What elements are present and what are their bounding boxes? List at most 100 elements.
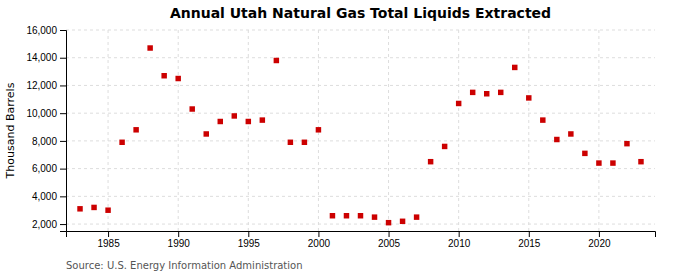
tick-mark	[60, 196, 66, 197]
point	[119, 140, 124, 145]
tick-mark	[178, 231, 179, 237]
tick-label: 2,000	[32, 219, 57, 230]
point	[232, 113, 237, 118]
tick-mark	[60, 85, 66, 86]
axis-line	[60, 31, 67, 232]
annotation: Source: U.S. Energy Information Administ…	[66, 260, 303, 271]
tick-label: 1985	[97, 238, 120, 249]
point	[203, 131, 208, 136]
grid-line	[66, 113, 655, 114]
point	[596, 160, 601, 165]
tick-mark	[60, 224, 66, 225]
tick-label: 6,000	[32, 163, 57, 174]
tick-label: 1995	[238, 238, 261, 249]
tick: 6,000	[32, 163, 66, 174]
point	[582, 151, 587, 156]
point	[638, 159, 643, 164]
point	[133, 127, 138, 132]
point	[554, 137, 559, 142]
point	[260, 117, 265, 122]
tick: 16,000	[26, 25, 66, 36]
point	[218, 119, 223, 124]
point	[175, 76, 180, 81]
grid-line	[108, 30, 109, 231]
tick-label: 2000	[308, 238, 331, 249]
tick: 2010	[448, 231, 471, 249]
point	[456, 101, 461, 106]
x-axis: 1985 1990 1995 2000 2005 2010 2015 2020	[67, 231, 656, 249]
tick: 1990	[168, 231, 191, 249]
tick: 4,000	[32, 191, 66, 202]
tick-label: 2020	[588, 238, 611, 249]
tick-mark	[599, 231, 600, 237]
grid-line	[528, 30, 529, 231]
tick-label: 12,000	[26, 80, 57, 91]
grid-line	[248, 30, 249, 231]
point	[470, 90, 475, 95]
tick-mark	[389, 231, 390, 237]
tick-mark	[318, 231, 319, 237]
point	[161, 73, 166, 78]
point	[246, 119, 251, 124]
point	[624, 141, 629, 146]
point	[498, 90, 503, 95]
point	[91, 205, 96, 210]
point	[274, 58, 279, 63]
y-axis-title: Thousand Barrels	[4, 82, 17, 179]
grid	[66, 30, 655, 231]
grid-line	[388, 30, 389, 231]
point	[344, 213, 349, 218]
chart: 1985 1990 1995 2000 2005 2010 2015 2020 2,000 4,0…	[0, 0, 675, 275]
tick: 12,000	[26, 80, 66, 91]
point	[540, 117, 545, 122]
grid-line	[66, 224, 655, 225]
tick-label: 4,000	[32, 191, 57, 202]
tick: 10,000	[26, 108, 66, 119]
tick-mark	[60, 141, 66, 142]
points	[77, 45, 643, 225]
grid-line	[598, 30, 599, 231]
tick: 2015	[518, 231, 541, 249]
point	[105, 207, 110, 212]
tick-mark	[60, 113, 66, 114]
tick-mark	[248, 231, 249, 237]
tick-mark	[459, 231, 460, 237]
point	[316, 127, 321, 132]
tick: 1985	[97, 231, 120, 249]
tick: 2020	[588, 231, 611, 249]
tick-mark	[529, 231, 530, 237]
grid-line	[66, 196, 655, 197]
point	[358, 213, 363, 218]
grid-line	[66, 85, 655, 86]
tick-mark	[108, 231, 109, 237]
point	[386, 220, 391, 225]
grid-line	[178, 30, 179, 231]
tick-label: 14,000	[26, 52, 57, 63]
title: Annual Utah Natural Gas Total Liquids Ex…	[170, 5, 551, 21]
tick-mark	[60, 58, 66, 59]
y-axis: 2,0004,0006,0008,00010,00012,00014,00016…	[26, 25, 66, 232]
tick-label: 2010	[448, 238, 471, 249]
point	[442, 144, 447, 149]
point	[610, 160, 615, 165]
tick-label: 2015	[518, 238, 541, 249]
point	[512, 65, 517, 70]
tick: 14,000	[26, 52, 66, 63]
point	[302, 140, 307, 145]
plot: 1985 1990 1995 2000 2005 2010 2015 2020 2,000 4,0…	[26, 25, 655, 249]
point	[400, 219, 405, 224]
axis-line	[67, 232, 656, 238]
tick: 2005	[378, 231, 401, 249]
tick-label: 1990	[168, 238, 191, 249]
grid-line	[66, 57, 655, 58]
tick: 2,000	[32, 219, 66, 230]
grid-line	[66, 140, 655, 141]
tick-label: 10,000	[26, 108, 57, 119]
grid-line	[66, 168, 655, 169]
point	[372, 214, 377, 219]
tick-label: 16,000	[26, 25, 57, 36]
point	[147, 45, 152, 50]
grid-line	[458, 30, 459, 231]
point	[568, 131, 573, 136]
tick-label: 2005	[378, 238, 401, 249]
